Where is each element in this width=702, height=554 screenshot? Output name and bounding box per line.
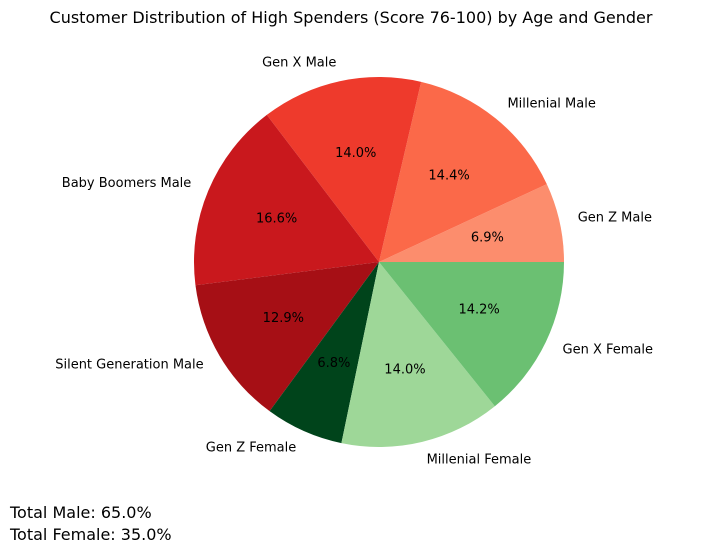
pie-slice-millenial-female — [341, 262, 495, 447]
slice-percent-label: 14.4% — [428, 168, 469, 183]
chart-title: Customer Distribution of High Spenders (… — [49, 8, 653, 27]
pie-slice-gen-x-male — [266, 77, 422, 262]
totals-annotation: Total Male: 65.0% Total Female: 35.0% — [10, 502, 172, 546]
slice-percent-label: 14.2% — [458, 302, 499, 317]
slice-category-label: Millenial Female — [427, 452, 532, 467]
slice-percent-label: 6.9% — [471, 231, 504, 246]
pie-slice-silent-generation-male — [195, 262, 379, 412]
slice-percent-label: 14.0% — [384, 362, 425, 377]
slice-percent-label: 14.0% — [335, 146, 376, 161]
pie-slice-millenial-male — [379, 81, 547, 262]
slice-category-label: Gen X Female — [563, 342, 654, 357]
slice-category-label: Millenial Male — [507, 97, 595, 112]
slice-category-label: Silent Generation Male — [55, 358, 203, 373]
slice-category-label: Gen Z Male — [578, 211, 652, 226]
slice-percent-label: 12.9% — [263, 311, 304, 326]
slice-category-label: Baby Boomers Male — [62, 176, 192, 191]
slice-percent-label: 16.6% — [256, 212, 297, 227]
pie-slice-gen-z-male — [379, 184, 564, 262]
total-male-text: Total Male: 65.0% — [10, 503, 152, 522]
pie-slice-baby-boomers-male — [194, 114, 379, 286]
slice-category-label: Gen Z Female — [206, 440, 297, 455]
total-female-text: Total Female: 35.0% — [10, 525, 172, 544]
pie-slice-gen-z-female — [269, 262, 379, 444]
slice-category-label: Gen X Male — [262, 56, 336, 71]
slice-percent-label: 6.8% — [317, 356, 350, 371]
pie-slice-gen-x-female — [379, 262, 564, 407]
